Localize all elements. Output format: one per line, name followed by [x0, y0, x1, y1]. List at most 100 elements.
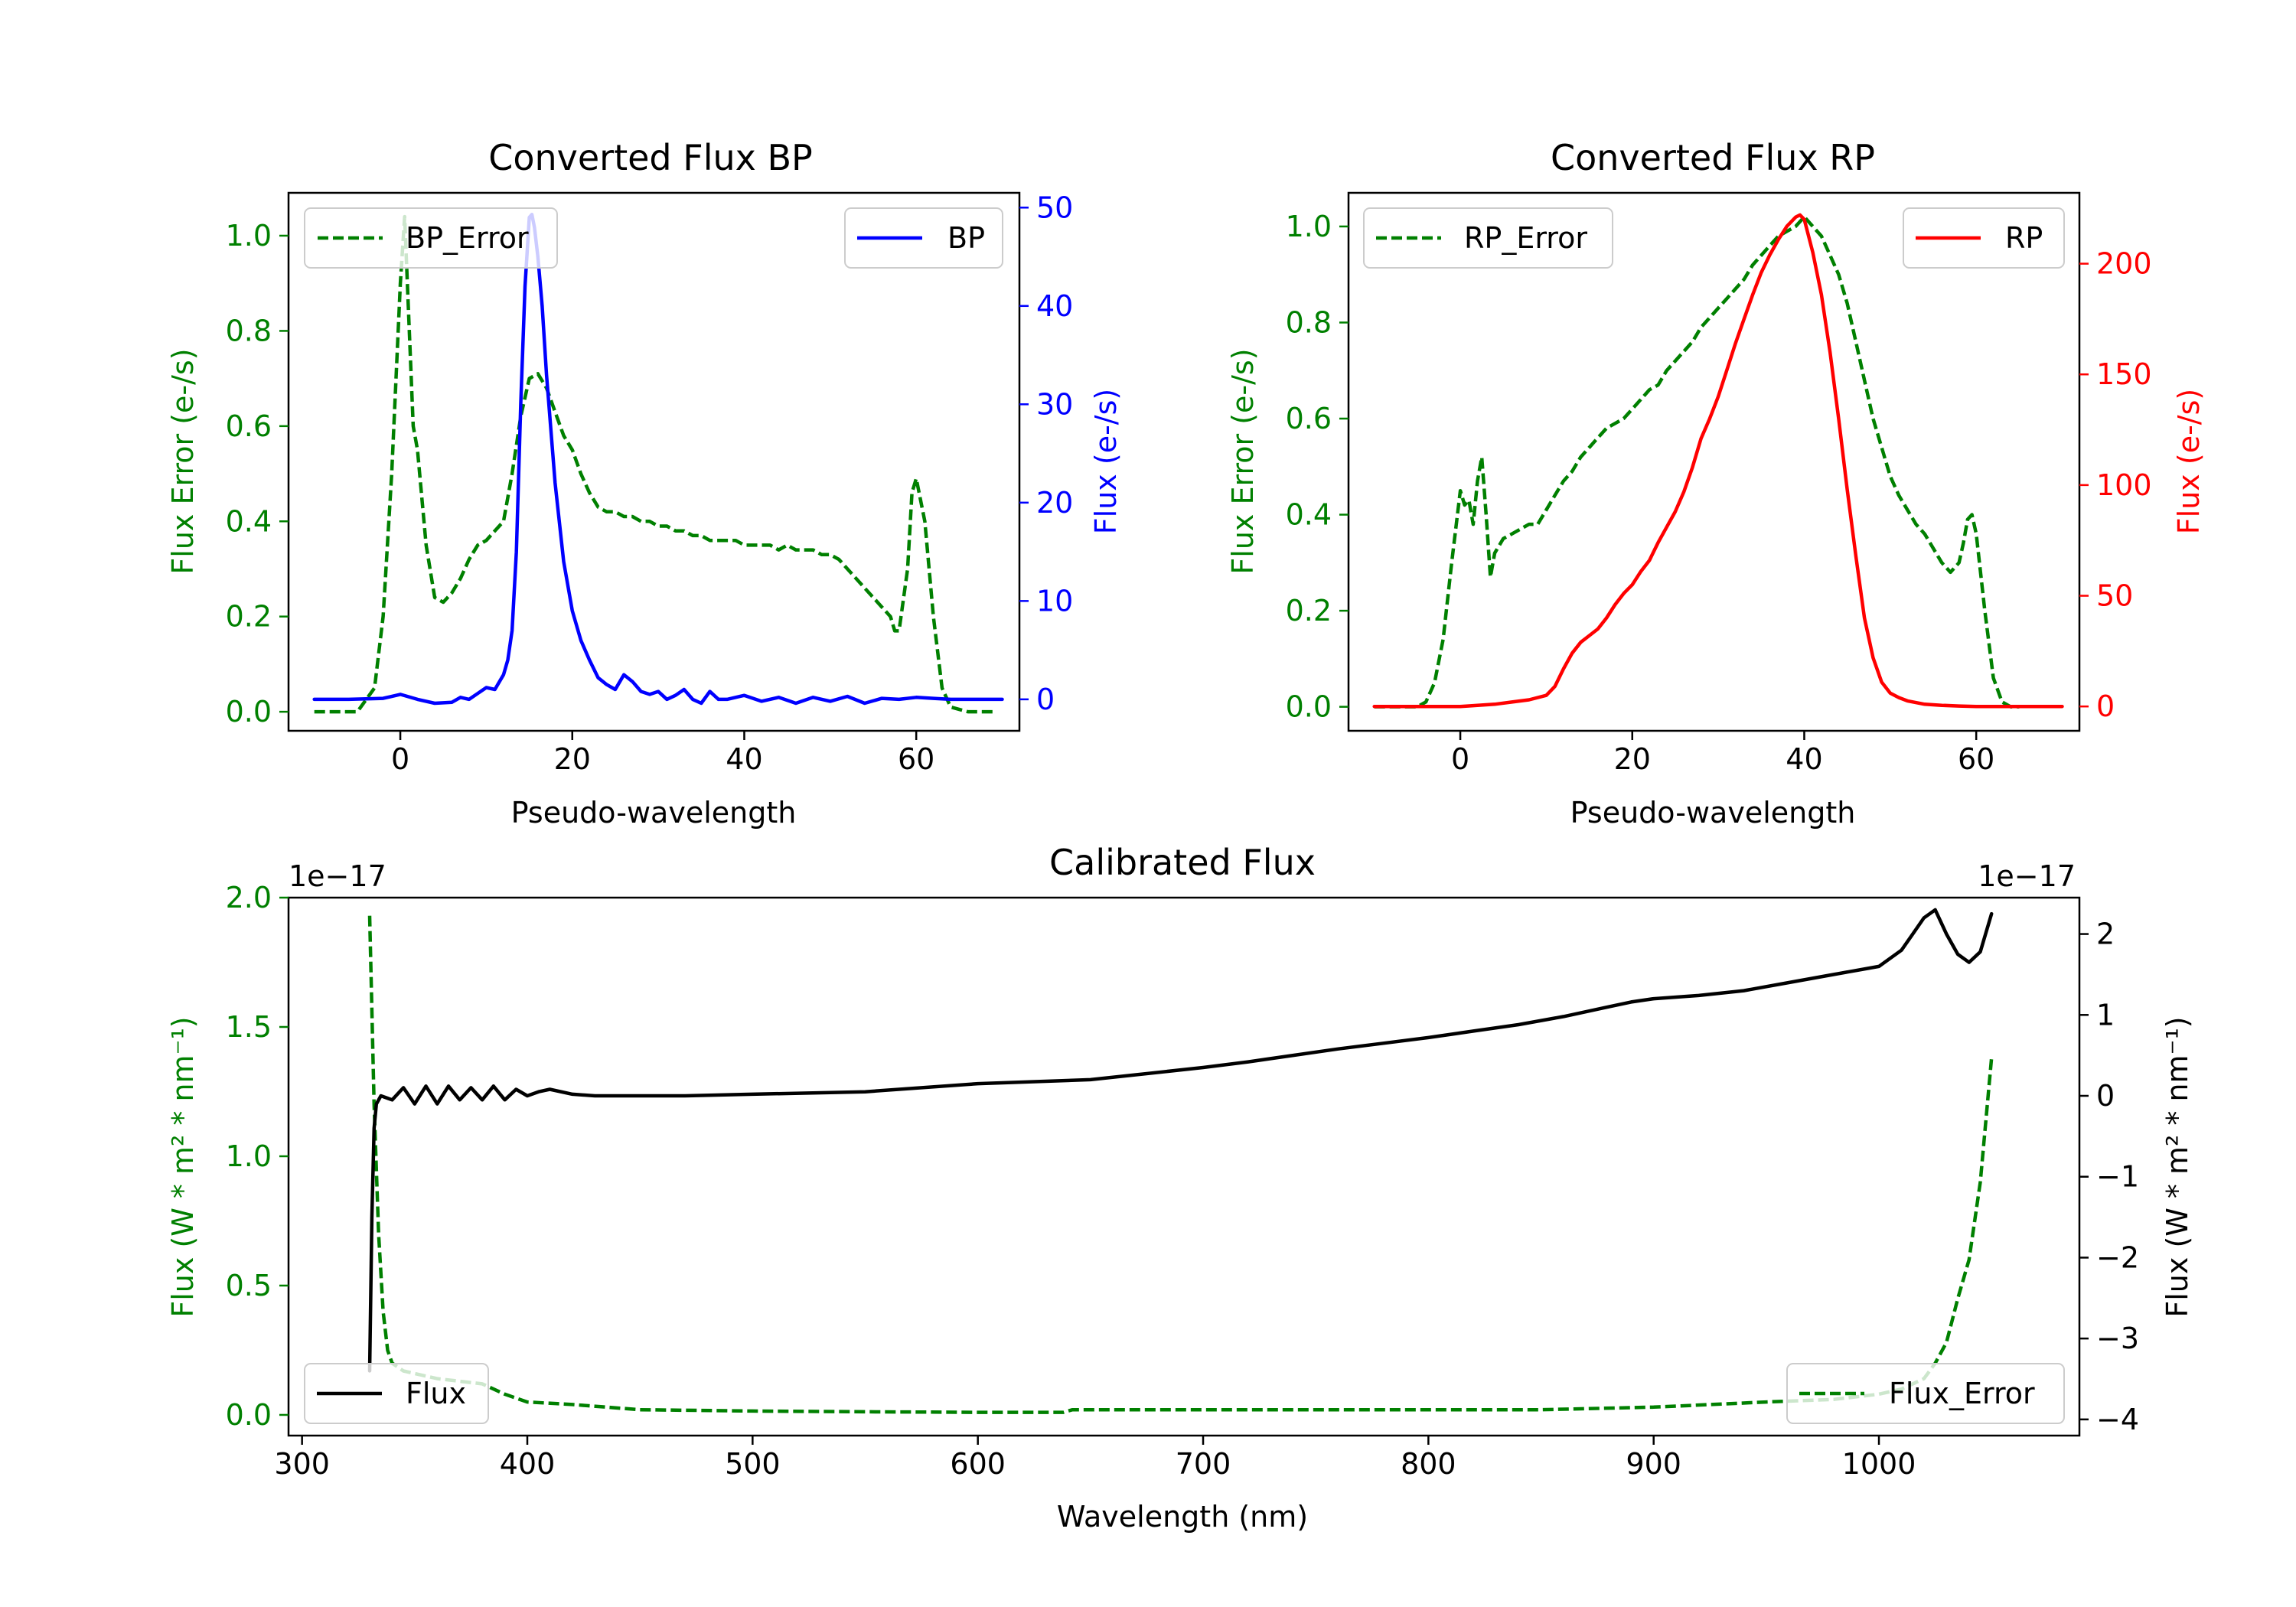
rp-y-left-tick-label: 0.0	[1286, 690, 1332, 724]
rp-series-rp-error-line	[1374, 215, 2020, 709]
bp-y-left-tick-label: 0.2	[226, 600, 272, 634]
cal-x-tick-label: 400	[500, 1447, 556, 1481]
rp-legend-flux: RP	[1903, 207, 2065, 269]
bp-y-left-tick-label: 0.0	[226, 695, 272, 729]
cal-x-tick-label: 600	[950, 1447, 1006, 1481]
cal-legend-error-label: Flux_Error	[1889, 1377, 2035, 1410]
bp-plot-frame	[287, 191, 1021, 732]
bp-y-right-tick-label: 40	[1036, 289, 1073, 323]
rp-series-layer	[1372, 213, 2064, 709]
rp-y-left-tick-label: 0.2	[1286, 594, 1332, 627]
bp-series-bp-error-line	[314, 214, 994, 714]
cal-x-tick-label: 1000	[1842, 1447, 1916, 1481]
cal-legend-error: Flux_Error	[1786, 1363, 2065, 1424]
cal-series-layer	[367, 908, 1994, 1414]
rp-y-right-tick-label: 150	[2096, 357, 2152, 391]
bp-x-tick-label: 60	[898, 742, 934, 776]
cal-y-right-ticks: −4 −3 −2 −1 0 1 2	[2079, 918, 2139, 1436]
bp-x-ticks: 0 20 40 60	[391, 731, 934, 776]
rp-x-ticks: 0 20 40 60	[1451, 731, 1994, 776]
rp-y-left-ticks: 0.0 0.2 0.4 0.6 0.8 1.0	[1286, 210, 1349, 724]
rp-y-left-tick-label: 1.0	[1286, 210, 1332, 243]
bp-y-left-tick-label: 0.8	[226, 314, 272, 347]
cal-y-right-tick-label: 0	[2096, 1079, 2115, 1113]
cal-offset-right: 1e−17	[1978, 859, 2076, 893]
rp-title: Converted Flux RP	[1551, 137, 1875, 178]
bp-legend-error: BP_Error	[304, 207, 558, 269]
cal-y-left-axis-label: Flux (W * m² * nm⁻¹)	[166, 1016, 200, 1317]
rp-y-right-tick-label: 200	[2096, 247, 2152, 281]
rp-x-tick-label: 40	[1786, 742, 1822, 776]
cal-x-tick-label: 300	[274, 1447, 330, 1481]
rp-x-tick-label: 20	[1614, 742, 1651, 776]
rp-y-left-axis-label: Flux Error (e-/s)	[1226, 348, 1260, 574]
cal-legend-flux-label: Flux	[406, 1377, 466, 1410]
rp-y-right-tick-label: 0	[2096, 689, 2115, 723]
cal-series-flux-line	[367, 908, 1994, 1373]
rp-x-tick-label: 60	[1958, 742, 1994, 776]
cal-y-left-tick-label: 0.5	[226, 1269, 272, 1302]
rp-series-rp-line	[1372, 213, 2064, 709]
bp-y-left-tick-label: 0.4	[226, 504, 272, 538]
bp-legend-flux: BP	[844, 207, 1003, 269]
rp-y-right-axis-label: Flux (e-/s)	[2172, 389, 2206, 534]
chart-rp: Converted Flux RP 0 20 40 60 0.00.20.40.60.…	[1226, 137, 2206, 830]
cal-x-tick-label: 700	[1176, 1447, 1231, 1481]
cal-x-ticks: 300 400 500 600 700 800 900 1000	[274, 1436, 1916, 1481]
rp-y-left-tick-label: 0.8	[1286, 305, 1332, 339]
cal-y-left-tick-label: 0.0	[226, 1398, 272, 1432]
bp-series-bp-line	[312, 213, 1004, 706]
cal-x-tick-label: 800	[1401, 1447, 1456, 1481]
bp-y-right-tick-label: 20	[1036, 486, 1073, 520]
cal-y-right-tick-label: −4	[2096, 1403, 2139, 1436]
bp-x-tick-label: 0	[391, 742, 409, 776]
bp-legend-flux-label: BP	[947, 221, 985, 255]
rp-y-left-tick-label: 0.4	[1286, 498, 1332, 532]
cal-title: Calibrated Flux	[1049, 842, 1316, 883]
bp-legend-error-label: BP_Error	[406, 221, 529, 255]
rp-x-tick-label: 0	[1451, 742, 1469, 776]
bp-y-left-tick-label: 1.0	[226, 219, 272, 253]
cal-y-left-tick-label: 2.0	[226, 881, 272, 914]
cal-y-right-tick-label: −2	[2096, 1240, 2139, 1274]
rp-x-axis-label: Pseudo-wavelength	[1570, 796, 1856, 830]
cal-y-right-tick-label: −1	[2096, 1160, 2139, 1194]
bp-y-right-ticks: 0 10 20 30 40 50	[1019, 191, 1073, 716]
rp-legend-error-label: RP_Error	[1464, 221, 1587, 255]
cal-y-left-tick-label: 1.5	[226, 1010, 272, 1044]
bp-x-axis-label: Pseudo-wavelength	[511, 796, 797, 830]
cal-y-right-tick-label: −3	[2096, 1322, 2139, 1355]
bp-y-right-axis-label: Flux (e-/s)	[1089, 389, 1123, 534]
rp-y-right-ticks: 0 50 100 150 200	[2079, 247, 2152, 723]
rp-y-left-tick-label: 0.6	[1286, 402, 1332, 435]
bp-x-tick-label: 40	[726, 742, 762, 776]
bp-series-layer	[312, 213, 1004, 714]
bp-y-left-ticks: 0.0 0.2 0.4 0.6 0.8 1.0	[226, 219, 289, 729]
rp-y-right-tick-label: 100	[2096, 468, 2152, 502]
cal-y-right-axis-label: Flux (W * m² * nm⁻¹)	[2161, 1016, 2194, 1317]
rp-y-right-tick-label: 50	[2096, 579, 2133, 613]
cal-y-right-tick-label: 1	[2096, 998, 2115, 1032]
bp-y-right-tick-label: 0	[1036, 683, 1055, 716]
cal-y-right-tick-label: 2	[2096, 918, 2115, 951]
rp-legend-error: RP_Error	[1363, 207, 1613, 269]
cal-x-tick-label: 900	[1626, 1447, 1681, 1481]
bp-title: Converted Flux BP	[488, 137, 813, 178]
cal-plot-frame	[287, 896, 2081, 1437]
cal-offset-left: 1e−17	[289, 859, 386, 893]
chart-bp: Converted Flux BP 0 20 40 60 0.00.20.40.60.…	[166, 137, 1123, 830]
bp-y-left-axis-label: Flux Error (e-/s)	[166, 348, 200, 574]
cal-x-axis-label: Wavelength (nm)	[1057, 1500, 1308, 1534]
bp-y-right-tick-label: 10	[1036, 584, 1073, 618]
cal-y-left-ticks: 0.0 0.5 1.0 1.5 2.0	[226, 881, 289, 1432]
cal-y-left-tick-label: 1.0	[226, 1139, 272, 1173]
bp-y-right-tick-label: 30	[1036, 387, 1073, 421]
rp-legend-flux-label: RP	[2005, 221, 2043, 255]
rp-plot-frame	[1347, 191, 2081, 732]
chart-cal: Calibrated Flux 1e−17 1e−17 300 400 500 600…	[166, 842, 2194, 1534]
cal-legend-flux: Flux	[304, 1363, 489, 1424]
cal-x-tick-label: 500	[725, 1447, 781, 1481]
bp-y-right-tick-label: 50	[1036, 191, 1073, 224]
bp-y-left-tick-label: 0.6	[226, 409, 272, 443]
